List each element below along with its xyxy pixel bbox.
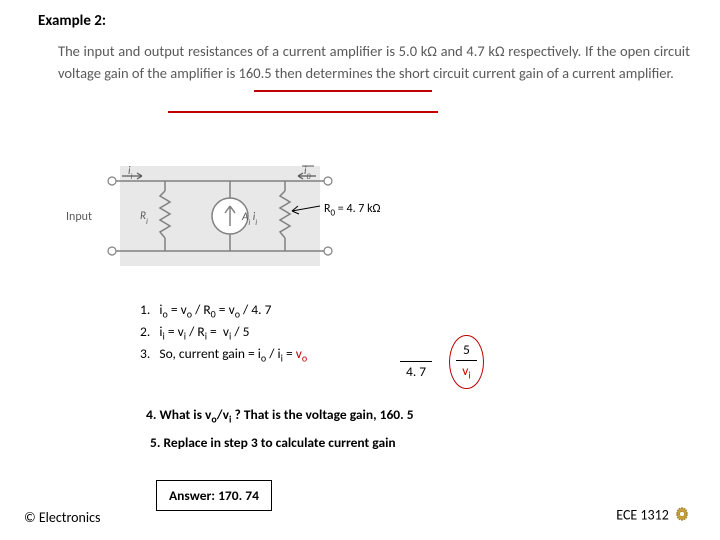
answer-box: Answer: 170. 74 bbox=[156, 480, 272, 511]
frac-right-circled: 5 vi bbox=[449, 335, 483, 389]
step-5: 5. Replace in step 3 to calculate curren… bbox=[150, 434, 396, 451]
example-title: Example 2: bbox=[38, 12, 106, 30]
footer-course: ECE 1312 bbox=[616, 506, 690, 526]
underline-current-gain bbox=[168, 111, 438, 113]
step-2: 2. ii = vi / Ri = vi / 5 bbox=[140, 322, 307, 344]
step-4: 4. What is vo/vi ? That is the voltage g… bbox=[146, 406, 414, 426]
gear-icon bbox=[674, 506, 690, 526]
frac-left: 4. 7 bbox=[400, 341, 432, 382]
underline-voltage-gain bbox=[254, 90, 432, 92]
problem-statement: The input and output resistances of a cu… bbox=[58, 40, 690, 85]
fraction-group: 4. 7 5 vi bbox=[400, 335, 484, 389]
step-1: 1. io = vo / R0 = vo / 4. 7 bbox=[140, 300, 307, 322]
step-3: 3. So, current gain = io / ii = vo bbox=[140, 344, 307, 366]
svg-text:Input: Input bbox=[66, 210, 92, 224]
footer-copyright: © Electronics bbox=[24, 509, 100, 526]
solution-steps: 1. io = vo / R0 = vo / 4. 7 2. ii = vi /… bbox=[140, 300, 307, 367]
r0-annotation: R0 = 4. 7 kΩ bbox=[324, 202, 381, 218]
